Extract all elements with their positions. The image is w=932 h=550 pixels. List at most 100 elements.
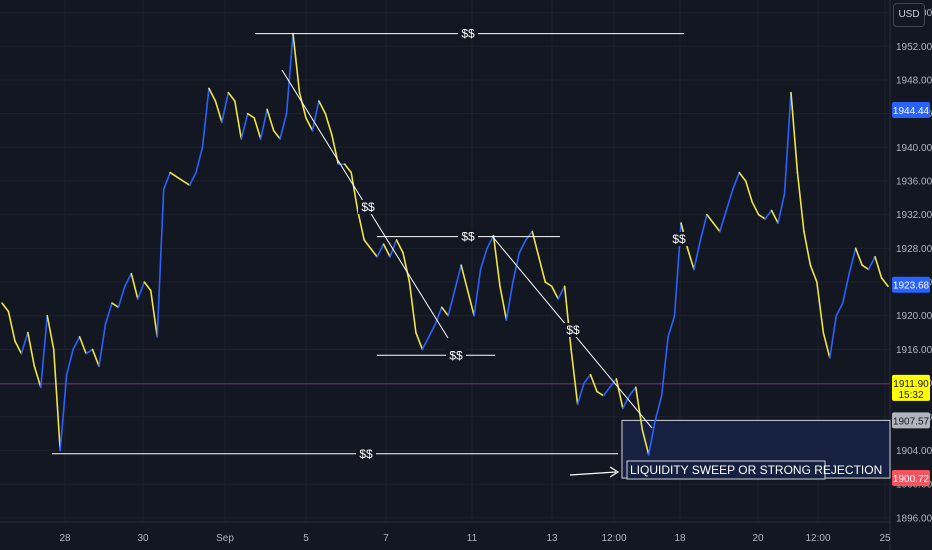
price-segment[interactable] [563,285,572,351]
price-segment[interactable] [182,180,191,187]
price-segment[interactable] [52,348,62,452]
price-segment[interactable] [428,323,437,338]
price-segment[interactable] [395,239,404,254]
price-segment[interactable] [85,348,94,355]
price-segment[interactable] [525,230,534,241]
price-segment[interactable] [453,264,462,292]
price-segment[interactable] [492,234,501,288]
price-segment[interactable] [486,234,495,250]
price-segment[interactable] [201,87,210,149]
price-segment[interactable] [589,373,598,393]
price-segment[interactable] [324,112,333,136]
price-segment[interactable] [576,382,585,405]
price-segment[interactable] [195,146,204,174]
price-segment[interactable] [854,247,863,267]
price-segment[interactable] [434,306,443,325]
price-segment[interactable] [654,394,663,422]
price-segment[interactable] [544,281,553,288]
price-segment[interactable] [518,239,527,254]
price-segment[interactable] [816,281,825,334]
price-segment[interactable] [20,331,29,355]
price-segment[interactable] [311,100,320,132]
price-segment[interactable] [706,213,715,224]
price-segment[interactable] [415,331,424,351]
price-segment[interactable] [259,108,268,140]
price-segment[interactable] [473,268,482,317]
price-segment[interactable] [615,378,624,410]
price-segment[interactable] [841,272,850,304]
price-segment[interactable] [292,32,301,94]
price-segment[interactable] [725,188,734,212]
price-segment[interactable] [505,281,514,321]
price-segment[interactable] [550,285,559,300]
price-segment[interactable] [686,247,695,271]
price-segment[interactable] [809,264,818,283]
price-segment[interactable] [59,373,68,452]
price-segment[interactable] [240,112,249,140]
price-segment[interactable] [356,209,365,241]
price-segment[interactable] [124,272,133,288]
price-segment[interactable] [266,108,275,132]
price-segment[interactable] [667,314,676,338]
price-segment[interactable] [622,394,631,410]
price-segment[interactable] [531,230,540,258]
price-segment[interactable] [719,209,728,233]
price-segment[interactable] [318,100,327,115]
price-segment[interactable] [65,348,74,376]
price-segment[interactable] [175,176,184,182]
price-segment[interactable] [305,117,314,132]
price-segment[interactable] [98,323,107,368]
price-segment[interactable] [757,213,766,220]
price-segment[interactable] [234,100,243,140]
price-segment[interactable] [246,112,256,119]
price-segment[interactable] [440,306,450,317]
price-segment[interactable] [188,171,197,187]
price-segment[interactable] [790,91,799,174]
price-segment[interactable] [583,373,592,384]
price-segment[interactable] [712,222,721,233]
price-segment[interactable] [421,335,430,351]
price-segment[interactable] [221,91,230,123]
price-segment[interactable] [660,335,669,397]
price-segment[interactable] [512,251,521,283]
price-segment[interactable] [796,171,805,233]
price-segment[interactable] [783,91,792,195]
price-segment[interactable] [111,302,120,309]
price-segment[interactable] [285,32,294,115]
price-segment[interactable] [751,201,760,216]
price-segment[interactable] [162,171,171,191]
price-segment[interactable] [628,386,637,397]
price-segment[interactable] [78,335,87,355]
price-segment[interactable] [731,171,741,191]
price-segment[interactable] [14,340,23,355]
price-segment[interactable] [764,209,773,220]
price-segment[interactable] [33,365,42,389]
price-segment[interactable] [402,251,411,283]
price-segment[interactable] [169,171,178,178]
price-segment[interactable] [227,91,236,102]
price-segment[interactable] [634,386,644,431]
price-segment[interactable] [880,277,889,288]
price-segment[interactable] [479,247,488,271]
price-segment[interactable] [117,285,126,309]
price-segment[interactable] [770,209,779,224]
price-segment[interactable] [350,171,359,212]
price-segment[interactable] [272,129,281,140]
price-segment[interactable] [557,285,566,300]
price-segment[interactable] [596,390,605,397]
price-segment[interactable] [214,100,223,123]
price-segment[interactable] [499,285,508,321]
price-segment[interactable] [867,255,876,271]
price-segment[interactable] [699,213,708,241]
price-segment[interactable] [537,255,547,283]
price-segment[interactable] [253,117,262,140]
price-segment[interactable] [874,255,883,279]
price-segment[interactable] [72,335,81,351]
price-segment[interactable] [7,310,16,342]
price-segment[interactable] [693,239,702,271]
price-segment[interactable] [447,289,456,317]
price-segment[interactable] [27,331,36,368]
price-segment[interactable] [46,314,55,351]
